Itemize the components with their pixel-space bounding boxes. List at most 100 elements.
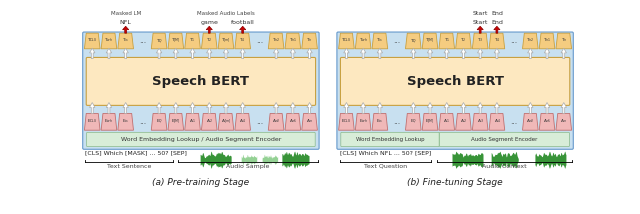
Polygon shape (273, 48, 279, 59)
Polygon shape (422, 33, 438, 49)
Text: A$_{n1}$: A$_{n1}$ (543, 118, 552, 125)
Text: Start: Start (472, 11, 488, 16)
Polygon shape (360, 103, 366, 113)
Text: T$_2$: T$_2$ (460, 37, 467, 45)
Text: ...: ... (510, 36, 517, 46)
Polygon shape (218, 33, 234, 49)
Text: E$_{is}$: E$_{is}$ (122, 118, 129, 125)
Text: ...: ... (510, 117, 517, 126)
Polygon shape (301, 33, 317, 49)
Text: A$_{n2}$: A$_{n2}$ (272, 118, 280, 125)
Polygon shape (151, 33, 167, 49)
Text: T$_{[m]}$: T$_{[m]}$ (221, 37, 231, 45)
Polygon shape (106, 103, 111, 113)
Polygon shape (207, 103, 212, 113)
FancyBboxPatch shape (440, 132, 570, 147)
Text: (b) Fine-tuning Stage: (b) Fine-tuning Stage (407, 178, 503, 187)
Polygon shape (444, 48, 449, 59)
Text: T$_{CLS}$: T$_{CLS}$ (87, 37, 97, 45)
Text: T$_4$: T$_4$ (493, 37, 500, 45)
Polygon shape (411, 48, 416, 59)
Polygon shape (344, 103, 349, 113)
Text: End: End (491, 20, 503, 25)
Text: T$_{n2}$: T$_{n2}$ (272, 37, 280, 45)
Polygon shape (527, 48, 533, 59)
Polygon shape (268, 113, 284, 130)
Polygon shape (477, 48, 483, 59)
Text: T$_{is}$: T$_{is}$ (376, 37, 383, 45)
Polygon shape (556, 113, 572, 130)
Polygon shape (406, 113, 421, 130)
Polygon shape (556, 33, 572, 49)
Text: T$_{is}$: T$_{is}$ (122, 37, 129, 45)
Polygon shape (106, 48, 111, 59)
Polygon shape (489, 33, 505, 49)
Text: T$_4$: T$_4$ (239, 37, 246, 45)
Polygon shape (290, 103, 296, 113)
Polygon shape (406, 33, 421, 49)
Polygon shape (185, 33, 200, 49)
Text: E$_{CLS}$: E$_{CLS}$ (87, 118, 97, 125)
FancyBboxPatch shape (340, 57, 570, 105)
Text: E$_{wh}$: E$_{wh}$ (104, 118, 113, 125)
Polygon shape (118, 113, 134, 130)
Text: A$_1$: A$_1$ (444, 118, 450, 125)
Polygon shape (240, 103, 245, 113)
Polygon shape (118, 33, 134, 49)
Text: A$_n$: A$_n$ (306, 118, 313, 125)
Polygon shape (494, 26, 500, 33)
Polygon shape (301, 113, 317, 130)
Polygon shape (355, 33, 371, 49)
Polygon shape (223, 103, 228, 113)
Polygon shape (123, 103, 129, 113)
Text: ...: ... (139, 117, 146, 126)
Polygon shape (344, 48, 349, 59)
Polygon shape (168, 33, 184, 49)
Polygon shape (90, 103, 95, 113)
Polygon shape (151, 113, 167, 130)
Polygon shape (444, 103, 449, 113)
Polygon shape (123, 48, 129, 59)
Text: game: game (200, 20, 218, 25)
FancyBboxPatch shape (337, 32, 573, 149)
Polygon shape (372, 113, 388, 130)
Polygon shape (90, 48, 95, 59)
Text: T$_{n1}$: T$_{n1}$ (543, 37, 551, 45)
Polygon shape (477, 103, 483, 113)
Polygon shape (190, 103, 195, 113)
Text: [CLS] Which NFL ... 50? [SEP]: [CLS] Which NFL ... 50? [SEP] (340, 150, 431, 155)
Text: Word Embedding Lookup: Word Embedding Lookup (356, 137, 424, 142)
Polygon shape (489, 113, 505, 130)
Polygon shape (477, 26, 483, 33)
Polygon shape (461, 103, 466, 113)
Polygon shape (218, 113, 234, 130)
Polygon shape (173, 48, 179, 59)
Polygon shape (339, 33, 355, 49)
Polygon shape (84, 113, 100, 130)
Text: Start: Start (472, 20, 488, 25)
Polygon shape (168, 113, 184, 130)
Polygon shape (439, 33, 454, 49)
FancyBboxPatch shape (86, 57, 316, 105)
Text: Masked Audio Labels: Masked Audio Labels (197, 11, 255, 16)
Polygon shape (307, 103, 312, 113)
Text: T$_n$: T$_n$ (307, 37, 313, 45)
Text: A$_n$: A$_n$ (561, 118, 567, 125)
Text: Text Question: Text Question (364, 163, 407, 168)
Polygon shape (527, 103, 533, 113)
Text: ...: ... (393, 117, 400, 126)
FancyBboxPatch shape (341, 132, 439, 147)
Text: T$_{[M]}$: T$_{[M]}$ (171, 37, 180, 45)
Text: football: football (231, 20, 255, 25)
Polygon shape (285, 113, 301, 130)
Polygon shape (307, 48, 312, 59)
Polygon shape (456, 113, 471, 130)
Text: E$_Q$: E$_Q$ (410, 117, 417, 125)
Polygon shape (439, 113, 454, 130)
Text: ...: ... (139, 36, 146, 46)
Polygon shape (235, 113, 250, 130)
Text: T$_{CLS}$: T$_{CLS}$ (341, 37, 351, 45)
Polygon shape (540, 113, 555, 130)
Polygon shape (472, 33, 488, 49)
FancyBboxPatch shape (86, 132, 315, 147)
